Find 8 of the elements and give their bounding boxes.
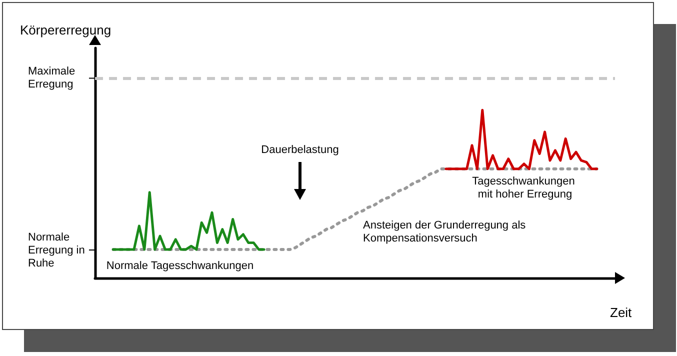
x-axis-title: Zeit — [610, 305, 632, 320]
annotation: Tagesschwankungen mit hoher Erregung — [472, 176, 578, 200]
annotation: Normale Tagesschwankungen — [106, 260, 254, 272]
text: Körpererregung — [20, 22, 112, 38]
text: Normale Erregung in Ruhe — [28, 232, 88, 270]
annotation: Ansteigen der Grunderregung als Kompensationsversuch — [363, 220, 529, 244]
ref-line-label: Maximale Erregung — [28, 66, 78, 91]
annotation: Dauerbelastung — [261, 144, 339, 156]
